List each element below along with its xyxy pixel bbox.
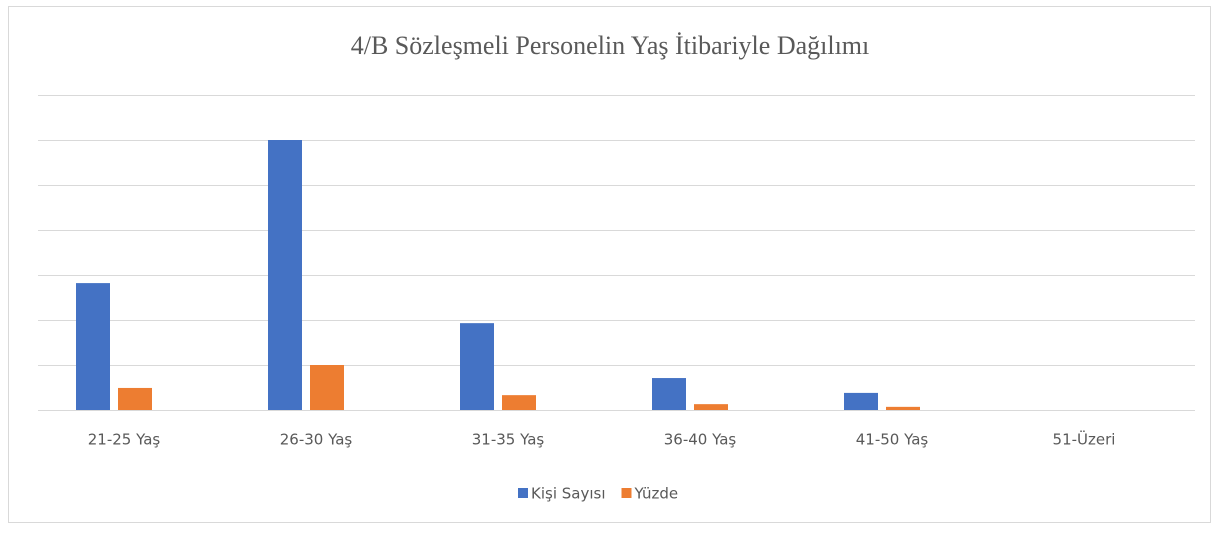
x-tick-label: 21-25 Yaş	[88, 431, 161, 449]
bar	[886, 406, 920, 410]
legend-label: Kişi Sayısı	[531, 485, 606, 503]
bar	[694, 404, 728, 410]
x-tick-label: 31-35 Yaş	[472, 431, 545, 449]
bar	[76, 283, 110, 410]
legend-swatch	[518, 488, 528, 498]
chart-title: 4/B Sözleşmeli Personelin Yaş İtibariyle…	[351, 31, 870, 60]
x-tick-label: 51-Üzeri	[1053, 430, 1116, 449]
x-tick-label: 36-40 Yaş	[664, 431, 737, 449]
bar	[118, 387, 152, 410]
bar	[502, 395, 536, 410]
x-tick-label: 26-30 Yaş	[280, 431, 353, 449]
bar	[268, 140, 302, 410]
x-tick-label: 41-50 Yaş	[856, 431, 929, 449]
bar	[652, 378, 686, 410]
bar	[844, 392, 878, 410]
bar	[460, 323, 494, 410]
legend-swatch	[621, 488, 632, 498]
bar	[310, 365, 344, 410]
chart-border	[8, 6, 1211, 523]
legend-label: Yüzde	[634, 485, 679, 503]
